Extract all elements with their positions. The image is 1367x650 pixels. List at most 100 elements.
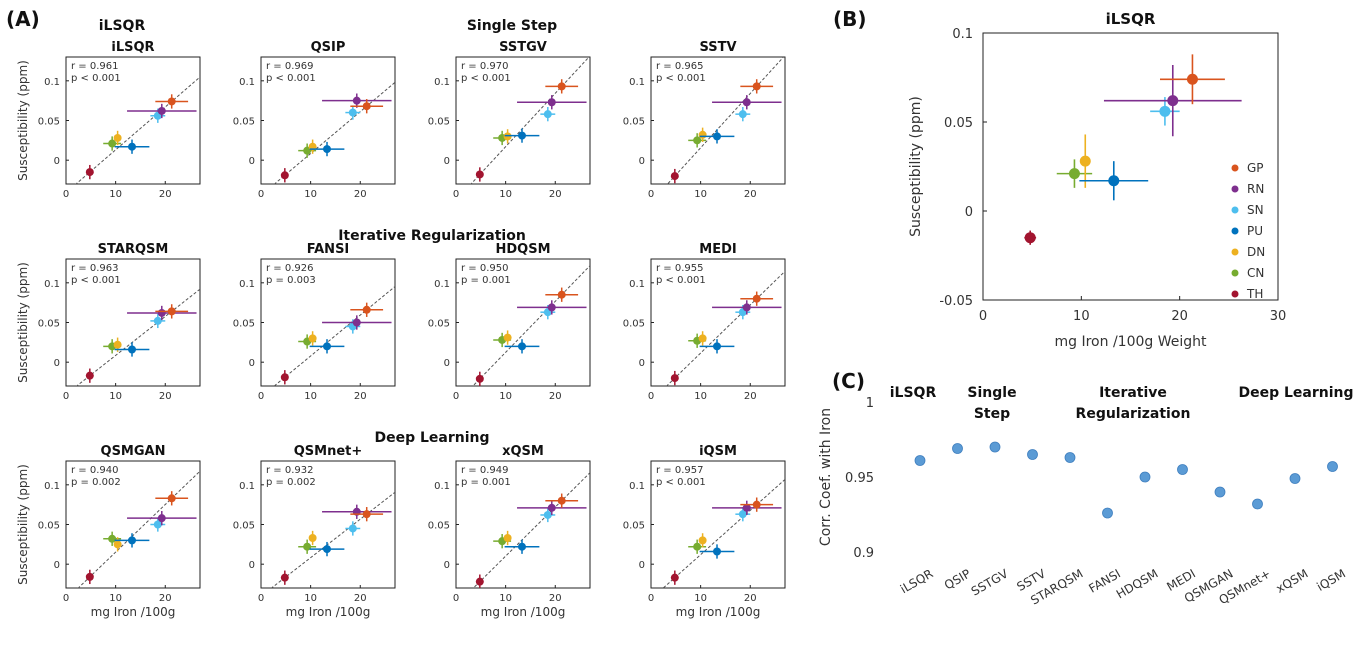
x-tick-label: 0: [63, 391, 69, 402]
panel-label-c: (C): [832, 369, 865, 393]
marker: [280, 171, 289, 180]
marker: [1079, 155, 1091, 167]
x-tick-label: 20: [159, 593, 172, 604]
data-point-pu: [699, 544, 735, 559]
subplot-frame: [65, 56, 201, 185]
data-point-rn: [127, 511, 197, 526]
correlation-r-label: r = 0.969: [266, 61, 313, 72]
marker: [323, 342, 332, 351]
marker: [713, 132, 722, 141]
data-point-qsmnetplus: [1252, 498, 1263, 510]
regression-line: [666, 57, 785, 184]
x-tick-label: 10: [1073, 309, 1090, 324]
subplot-title: QSIP: [311, 40, 346, 55]
panel-c-chart: iLSQR Single Step Iterative Regularization De…: [818, 385, 1354, 608]
marker: [1027, 449, 1038, 460]
subplot-title: QSMnet+: [294, 444, 363, 459]
data-point-pu: [504, 539, 540, 554]
data-point-gp: [740, 497, 774, 512]
x-axis-label: mg Iron /100g: [481, 605, 566, 619]
data-point-th: [85, 164, 94, 180]
p-value-label: p = 0.001: [461, 477, 511, 488]
marker: [113, 133, 122, 142]
data-point-th: [280, 370, 289, 385]
marker: [167, 307, 176, 316]
group-header-single-step: Single Step: [467, 18, 557, 34]
group-header-ilsqr: iLSQR: [99, 18, 146, 34]
data-point-dn: [308, 530, 317, 546]
subplot-frame: [455, 460, 591, 589]
chart-title: iLSQR: [1106, 10, 1156, 28]
legend-label: GP: [1247, 161, 1264, 175]
data-point-qsip: [952, 443, 963, 454]
y-tick-label: 0.1: [434, 481, 450, 492]
x-tick-label: 10: [304, 593, 317, 604]
data-point-ilsqr: [914, 455, 926, 466]
legend-marker: [1231, 269, 1239, 277]
data-point-starqsm: [1064, 452, 1076, 463]
legend-marker: [1231, 185, 1239, 193]
x-axis-label: mg Iron /100g: [286, 605, 371, 619]
legend-label: PU: [1247, 224, 1263, 238]
marker: [153, 316, 162, 325]
y-axis-label: Susceptibility (ppm): [16, 60, 30, 181]
marker: [557, 496, 566, 505]
data-point-pu: [309, 541, 345, 557]
legend-marker: [1231, 248, 1239, 256]
marker: [323, 145, 332, 154]
marker: [1102, 507, 1113, 519]
marker: [280, 373, 289, 382]
group-header-step: Step: [974, 406, 1010, 422]
marker: [1289, 473, 1301, 484]
marker: [518, 342, 527, 351]
correlation-r-label: r = 0.970: [461, 61, 508, 72]
marker: [128, 345, 137, 354]
data-point-dn: [503, 330, 512, 345]
x-tick-label: 0: [258, 189, 264, 200]
marker: [557, 290, 566, 299]
data-point-sstv: [1027, 449, 1038, 460]
y-tick-label: 0: [444, 358, 450, 369]
y-axis-label: Susceptibility (ppm): [16, 464, 30, 585]
data-point-sn: [345, 105, 361, 120]
y-tick-label: 0.1: [629, 77, 645, 88]
data-point-sn: [735, 507, 751, 522]
marker: [85, 371, 94, 380]
data-point-th: [85, 569, 94, 585]
data-point-gp: [350, 507, 384, 522]
marker: [952, 443, 963, 454]
x-tick-label: 0: [453, 189, 459, 200]
y-tick-label: 0.1: [952, 27, 973, 42]
data-point-dn: [308, 331, 317, 346]
data-point-hdqsm: [1139, 471, 1151, 483]
marker: [503, 132, 512, 141]
marker: [1252, 498, 1263, 510]
y-tick-label: 0.1: [239, 279, 255, 290]
marker: [713, 547, 722, 556]
x-tick-label: 30: [1270, 309, 1287, 324]
marker: [157, 514, 166, 523]
data-point-cn: [298, 539, 317, 554]
marker: [752, 294, 761, 303]
x-tick-label: 20: [159, 189, 172, 200]
data-point-th: [475, 371, 484, 386]
group-header-iterative: Iterative: [1099, 385, 1167, 401]
data-point-qsmgan: [1214, 486, 1226, 498]
marker: [128, 142, 137, 151]
data-point-th: [85, 368, 94, 383]
marker: [698, 536, 707, 545]
marker: [547, 98, 556, 107]
correlation-r-label: r = 0.963: [71, 263, 118, 274]
marker: [153, 520, 162, 529]
x-tick-label: 0: [258, 593, 264, 604]
y-tick-label: 0: [444, 156, 450, 167]
subplot-title: QSMGAN: [101, 444, 166, 459]
marker: [323, 545, 332, 554]
p-value-label: p < 0.001: [71, 73, 121, 84]
